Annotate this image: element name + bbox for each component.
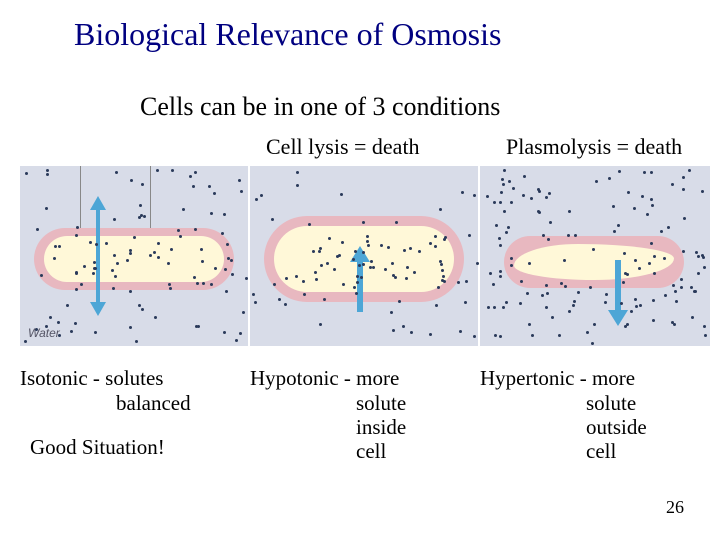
water-arrow-out	[606, 260, 630, 326]
cell-interior	[44, 236, 224, 282]
label-cell-lysis: Cell lysis = death	[266, 134, 420, 160]
panel-hypotonic	[250, 166, 480, 346]
slide-title: Biological Relevance of Osmosis	[74, 16, 501, 53]
caption-text: Isotonic - solutes	[20, 366, 240, 391]
water-arrow-bidirectional	[88, 196, 108, 316]
panel-isotonic: Water	[20, 166, 250, 346]
caption-text: cell	[480, 439, 700, 463]
caption-hypertonic: Hypertonic - more solute outside cell	[480, 366, 710, 463]
caption-text: Hypotonic - more	[250, 366, 470, 391]
pointer-line	[80, 166, 81, 228]
caption-text: inside	[250, 415, 470, 439]
water-label: Water	[28, 326, 60, 340]
page-number: 26	[666, 497, 684, 518]
caption-text: Hypertonic - more	[480, 366, 700, 391]
diagram-panels: Water	[20, 166, 710, 346]
caption-text: cell	[250, 439, 470, 463]
caption-text: outside	[480, 415, 700, 439]
caption-hypotonic: Hypotonic - more solute inside cell	[250, 366, 480, 463]
panel-hypertonic	[480, 166, 710, 346]
label-plasmolysis: Plasmolysis = death	[506, 134, 682, 160]
water-arrow-in	[348, 246, 372, 312]
caption-text: solute	[250, 391, 470, 415]
slide-subtitle: Cells can be in one of 3 conditions	[140, 92, 500, 122]
caption-row: Isotonic - solutes balanced Good Situati…	[20, 366, 710, 463]
caption-good: Good Situation!	[20, 435, 240, 460]
caption-isotonic: Isotonic - solutes balanced Good Situati…	[20, 366, 250, 463]
caption-text: solute	[480, 391, 700, 415]
caption-text: balanced	[20, 391, 240, 415]
pointer-line	[150, 166, 151, 228]
